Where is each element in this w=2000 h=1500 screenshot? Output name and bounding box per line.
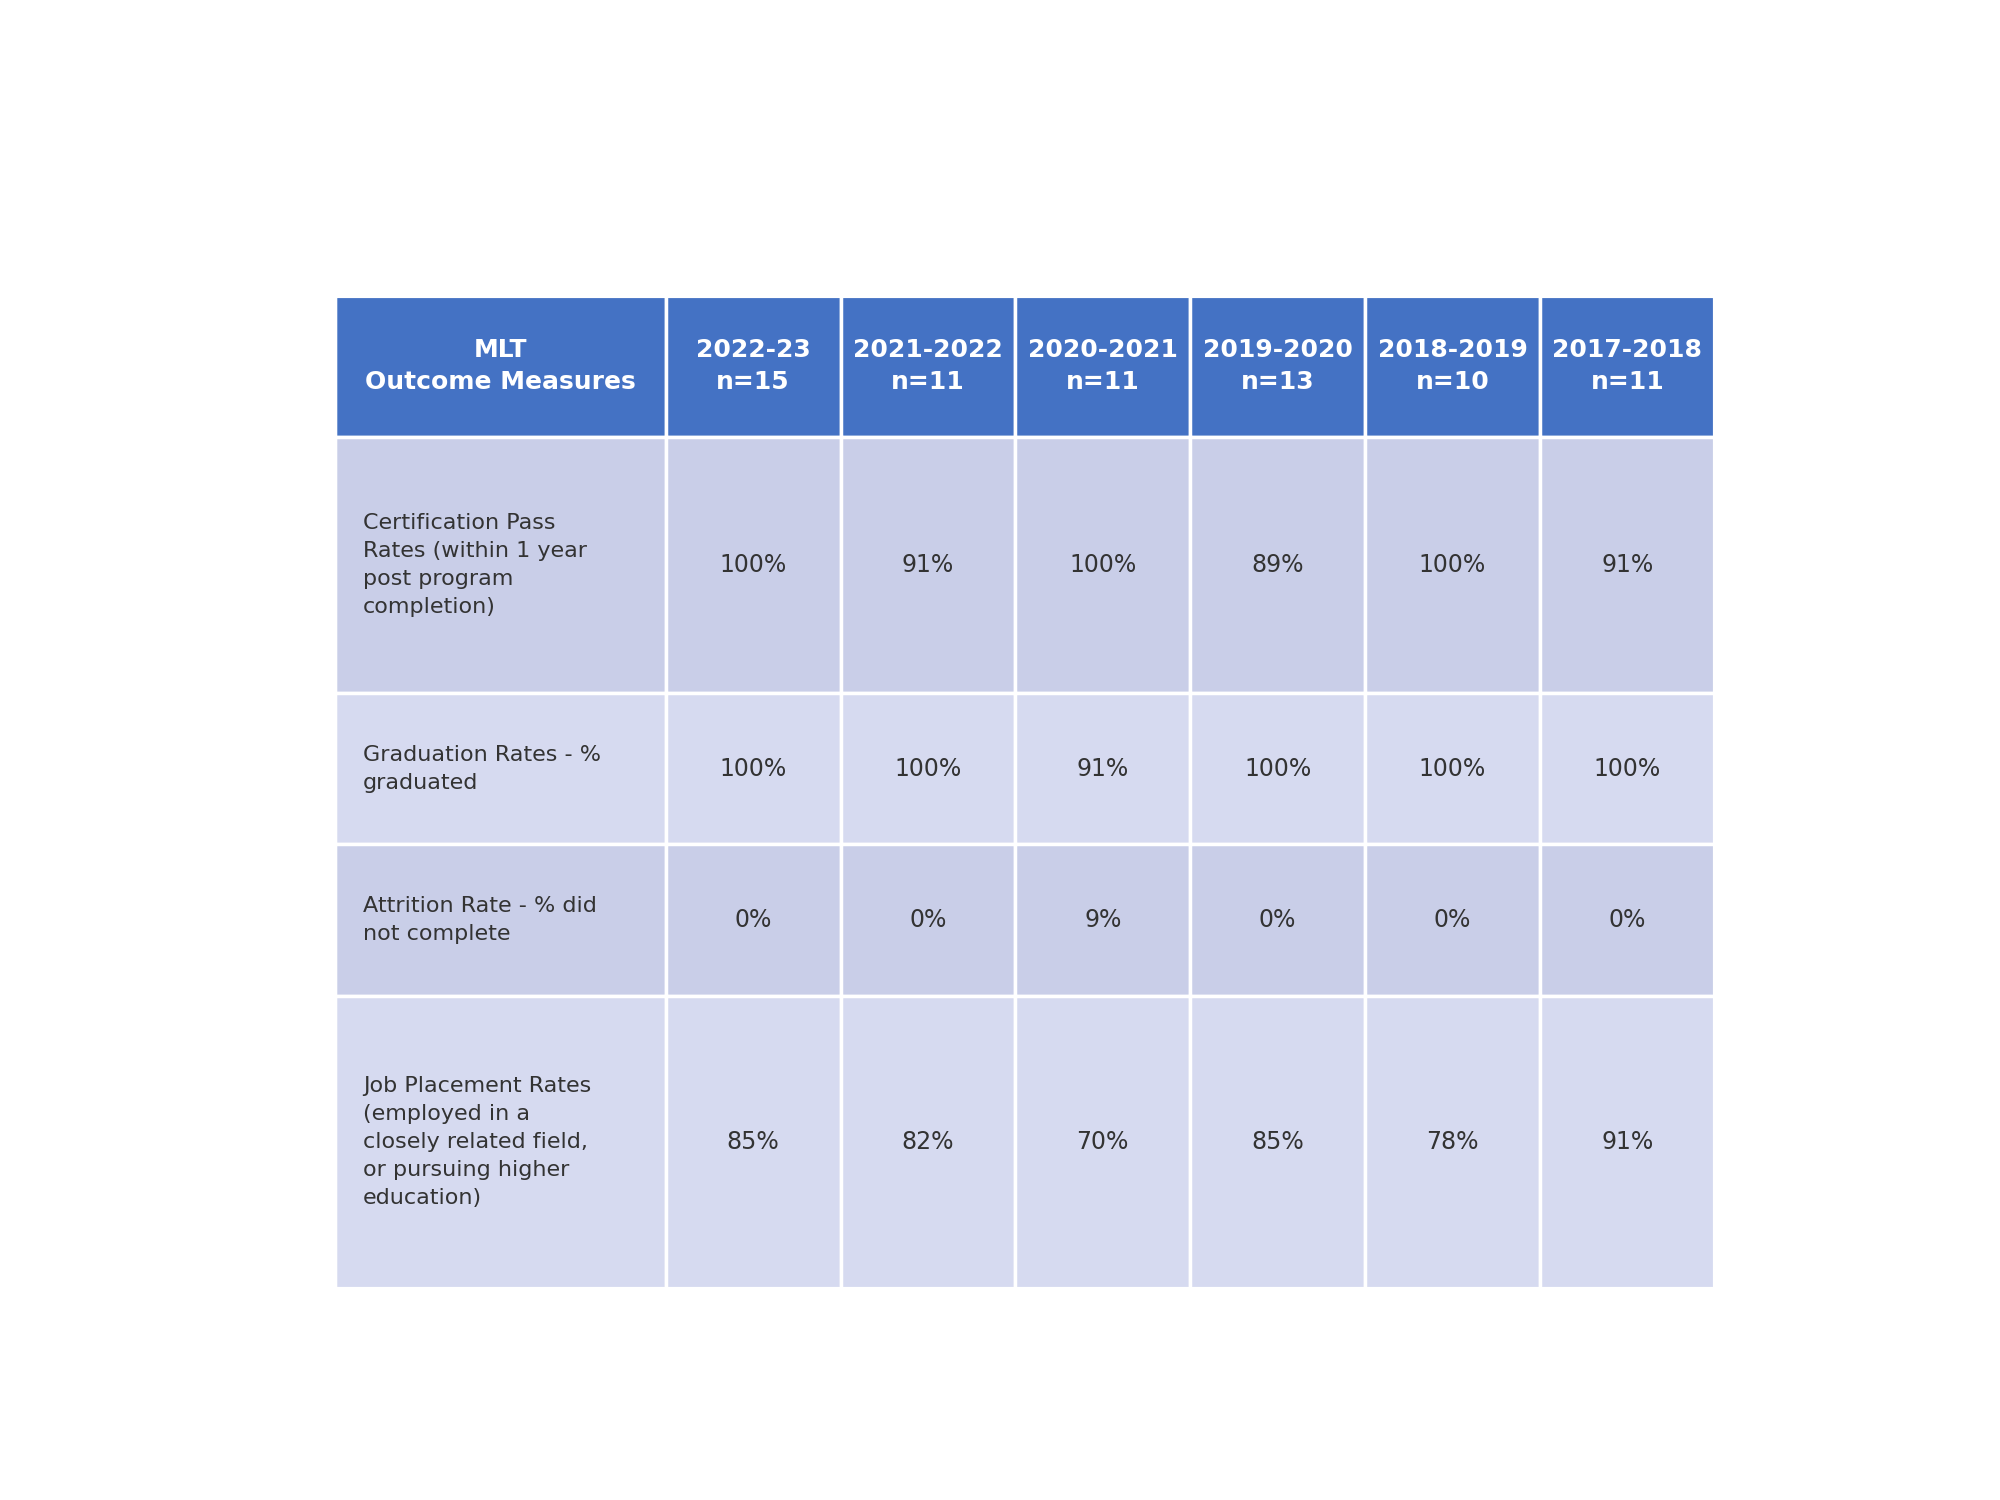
Text: Graduation Rates - %
graduated: Graduation Rates - % graduated bbox=[364, 744, 602, 792]
Text: 100%: 100% bbox=[1418, 756, 1486, 780]
Text: 85%: 85% bbox=[726, 1131, 780, 1155]
Bar bbox=[1366, 296, 1540, 436]
Text: 0%: 0% bbox=[734, 908, 772, 932]
Text: 0%: 0% bbox=[1434, 908, 1472, 932]
Bar bbox=[840, 693, 1016, 844]
Bar bbox=[840, 296, 1016, 436]
Text: 0%: 0% bbox=[910, 908, 946, 932]
Bar bbox=[666, 996, 840, 1288]
Bar bbox=[1366, 693, 1540, 844]
Bar bbox=[1366, 436, 1540, 693]
Text: 100%: 100% bbox=[1418, 552, 1486, 576]
Bar bbox=[1366, 996, 1540, 1288]
Text: 82%: 82% bbox=[902, 1131, 954, 1155]
Bar bbox=[1190, 693, 1366, 844]
Bar bbox=[1190, 996, 1366, 1288]
Bar bbox=[840, 996, 1016, 1288]
Bar bbox=[840, 844, 1016, 996]
Bar bbox=[336, 296, 666, 436]
Text: 2022-23
n=15: 2022-23 n=15 bbox=[696, 339, 810, 394]
Bar bbox=[1190, 436, 1366, 693]
Text: 2020-2021
n=11: 2020-2021 n=11 bbox=[1028, 339, 1178, 394]
Bar bbox=[1016, 844, 1190, 996]
Text: 78%: 78% bbox=[1426, 1131, 1478, 1155]
Bar bbox=[1016, 436, 1190, 693]
Text: 85%: 85% bbox=[1252, 1131, 1304, 1155]
Text: 2021-2022
n=11: 2021-2022 n=11 bbox=[854, 339, 1002, 394]
Text: 2019-2020
n=13: 2019-2020 n=13 bbox=[1202, 339, 1352, 394]
Text: 89%: 89% bbox=[1252, 552, 1304, 576]
Bar bbox=[1016, 296, 1190, 436]
Bar bbox=[336, 436, 666, 693]
Bar bbox=[666, 296, 840, 436]
Text: 91%: 91% bbox=[1602, 1131, 1654, 1155]
Text: MLT
Outcome Measures: MLT Outcome Measures bbox=[366, 339, 636, 394]
Text: 2018-2019
n=10: 2018-2019 n=10 bbox=[1378, 339, 1528, 394]
Text: 70%: 70% bbox=[1076, 1131, 1128, 1155]
Bar bbox=[1540, 436, 1714, 693]
Text: 9%: 9% bbox=[1084, 908, 1122, 932]
Text: 100%: 100% bbox=[720, 756, 786, 780]
Bar bbox=[1540, 693, 1714, 844]
Text: 0%: 0% bbox=[1608, 908, 1646, 932]
Text: 100%: 100% bbox=[894, 756, 962, 780]
Bar bbox=[666, 436, 840, 693]
Bar bbox=[336, 996, 666, 1288]
Text: 91%: 91% bbox=[1076, 756, 1128, 780]
Bar bbox=[336, 296, 1714, 1288]
Bar bbox=[1016, 693, 1190, 844]
Text: 0%: 0% bbox=[1258, 908, 1296, 932]
Text: 100%: 100% bbox=[720, 552, 786, 576]
Text: Job Placement Rates
(employed in a
closely related field,
or pursuing higher
edu: Job Placement Rates (employed in a close… bbox=[364, 1077, 592, 1209]
Text: 91%: 91% bbox=[902, 552, 954, 576]
Bar bbox=[1366, 844, 1540, 996]
Bar bbox=[1540, 996, 1714, 1288]
Bar bbox=[336, 844, 666, 996]
Text: Attrition Rate - % did
not complete: Attrition Rate - % did not complete bbox=[364, 896, 598, 944]
Bar bbox=[1190, 296, 1366, 436]
Bar bbox=[336, 693, 666, 844]
Bar bbox=[1016, 996, 1190, 1288]
Text: 2017-2018
n=11: 2017-2018 n=11 bbox=[1552, 339, 1702, 394]
Bar bbox=[666, 844, 840, 996]
Text: 100%: 100% bbox=[1070, 552, 1136, 576]
Text: 91%: 91% bbox=[1602, 552, 1654, 576]
Bar bbox=[1540, 844, 1714, 996]
Bar bbox=[1540, 296, 1714, 436]
Text: Certification Pass
Rates (within 1 year
post program
completion): Certification Pass Rates (within 1 year … bbox=[364, 513, 588, 616]
Text: 100%: 100% bbox=[1244, 756, 1312, 780]
Bar bbox=[1190, 844, 1366, 996]
Bar bbox=[840, 436, 1016, 693]
Text: 100%: 100% bbox=[1594, 756, 1660, 780]
Bar bbox=[666, 693, 840, 844]
